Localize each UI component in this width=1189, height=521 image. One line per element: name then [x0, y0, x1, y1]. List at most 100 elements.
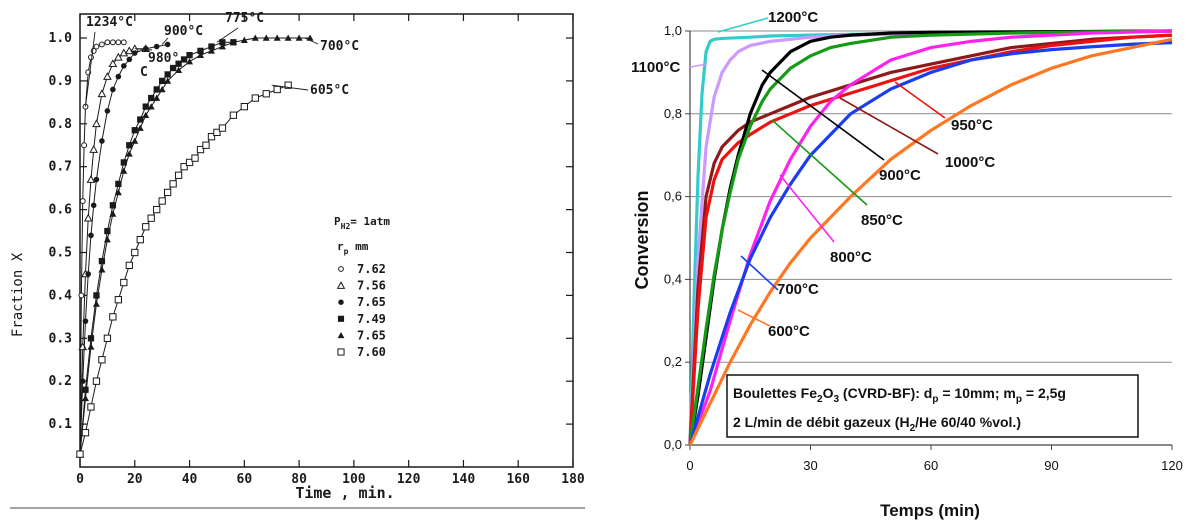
- legend-header-sub: p: [344, 247, 349, 256]
- left-data-point: [86, 175, 96, 183]
- left-series-label: 700°C: [320, 39, 359, 54]
- left-series-775-c: [76, 39, 237, 458]
- right-label-leader: [740, 255, 779, 291]
- left-data-point: [164, 41, 171, 48]
- left-x-tick-label: 140: [452, 472, 476, 487]
- right-series-label: 600°C: [768, 323, 810, 340]
- left-data-point: [119, 48, 129, 57]
- left-x-tick-label: 80: [291, 472, 307, 487]
- legend-header-rest: mm: [348, 240, 368, 253]
- left-x-tick-label: 120: [397, 472, 421, 487]
- left-data-point: [98, 41, 105, 48]
- right-y-tick-label: 0,2: [664, 354, 682, 369]
- left-data-point: [273, 34, 281, 41]
- left-data-point: [87, 335, 95, 342]
- left-data-point: [137, 116, 144, 123]
- left-data-point: [136, 124, 144, 131]
- left-label-leader: [161, 37, 169, 45]
- left-data-point: [113, 52, 123, 61]
- left-x-tick-label: 40: [182, 472, 198, 487]
- right-y-tick-label: 0,8: [664, 106, 682, 121]
- right-x-tick-label: 120: [1161, 458, 1183, 473]
- left-data-point: [262, 90, 270, 98]
- left-data-point: [147, 214, 155, 222]
- left-data-point: [169, 64, 177, 72]
- left-series-label: 980°: [148, 51, 179, 66]
- legend-header: r: [337, 240, 344, 253]
- annotation-line-2: 2 L/min de débit gazeux (H2/He 60/40 %vo…: [733, 414, 1021, 434]
- legend-marker: [338, 299, 344, 305]
- legend-marker: [337, 315, 345, 322]
- right-chart: 0,0 0,2 0,4 0,6 0,8 1,0 0 30 60 90 120 1200°C 1100°…: [631, 9, 1183, 520]
- right-label-leader: [839, 97, 939, 155]
- left-data-point: [90, 202, 97, 209]
- right-y-tick-label: 0,4: [664, 271, 682, 286]
- left-data-point: [104, 108, 111, 114]
- left-data-point: [120, 159, 127, 166]
- left-y-tick-label: 0.5: [49, 246, 72, 261]
- left-data-point: [92, 377, 101, 385]
- left-data-point: [81, 429, 90, 437]
- left-data-point: [191, 154, 199, 162]
- annotation-box: Boulettes Fe2O3 (CVRD-BF): dp = 10mm; mp…: [726, 374, 1139, 438]
- left-label-leader: [304, 37, 319, 45]
- left-data-point: [131, 248, 139, 257]
- left-series-label: 900°C: [164, 24, 203, 39]
- right-label-leader: [894, 81, 946, 119]
- right-series-line-600-c: [688, 37, 1173, 446]
- left-data-point: [175, 66, 183, 73]
- left-data-point: [147, 103, 155, 110]
- left-series-line-775-c: [79, 41, 234, 455]
- legend-title-sub: H2: [341, 222, 351, 231]
- left-data-point: [121, 63, 127, 69]
- left-data-point: [83, 213, 93, 222]
- left-data-point: [153, 43, 160, 50]
- left-data-point: [273, 85, 281, 94]
- left-series-line-900-c: [79, 43, 168, 455]
- left-data-point: [114, 188, 122, 196]
- left-data-point: [240, 102, 248, 111]
- right-series-line-850-c: [688, 29, 1173, 446]
- left-xlabel: Time , min.: [295, 484, 394, 502]
- left-data-point: [142, 103, 149, 110]
- left-data-point: [142, 111, 150, 119]
- right-series-label: 700°C: [777, 281, 819, 298]
- left-data-point: [81, 394, 89, 402]
- legend-marker: [338, 266, 344, 272]
- left-data-point: [218, 43, 226, 50]
- left-data-point: [131, 127, 138, 134]
- left-series-line-605-c: [79, 84, 289, 455]
- left-data-point: [202, 141, 210, 149]
- left-data-point: [115, 39, 122, 46]
- left-data-point: [120, 278, 128, 287]
- right-y-tick-label: 0,6: [664, 189, 682, 204]
- left-data-point: [82, 386, 89, 393]
- left-data-point: [284, 34, 292, 41]
- right-series-label: 1100°C: [631, 59, 681, 76]
- left-chart: 0 20 40 60 80 100 120 140 160 180 0.1 0.2 0.3 0.4 0.5 0…: [10, 11, 585, 509]
- right-label-leader: [771, 119, 868, 206]
- svg-text:PH2= 1atm: PH2= 1atm: [334, 215, 390, 231]
- right-x-tick-label: 30: [803, 458, 817, 473]
- left-data-point: [153, 86, 160, 93]
- left-data-point: [159, 77, 166, 85]
- left-data-point: [207, 133, 216, 141]
- left-y-tick-label: 0.9: [49, 74, 72, 89]
- left-series-605-c: [76, 81, 292, 458]
- left-data-point: [103, 334, 112, 342]
- left-data-point: [93, 292, 100, 299]
- left-data-point: [229, 111, 238, 119]
- left-data-point: [186, 58, 194, 65]
- right-label-leader: [779, 174, 835, 243]
- legend-label: 7.62: [357, 262, 386, 276]
- left-data-point: [229, 38, 237, 46]
- left-data-point: [142, 223, 150, 231]
- left-x-tick-label: 100: [342, 472, 366, 487]
- left-data-point: [131, 137, 139, 144]
- legend-title-rest: = 1atm: [350, 215, 390, 228]
- right-y-tick-label: 1,0: [664, 23, 682, 38]
- left-data-point: [174, 171, 183, 179]
- left-data-point: [125, 261, 133, 270]
- left-y-tick-label: 0.3: [49, 331, 72, 346]
- left-data-point: [115, 73, 122, 80]
